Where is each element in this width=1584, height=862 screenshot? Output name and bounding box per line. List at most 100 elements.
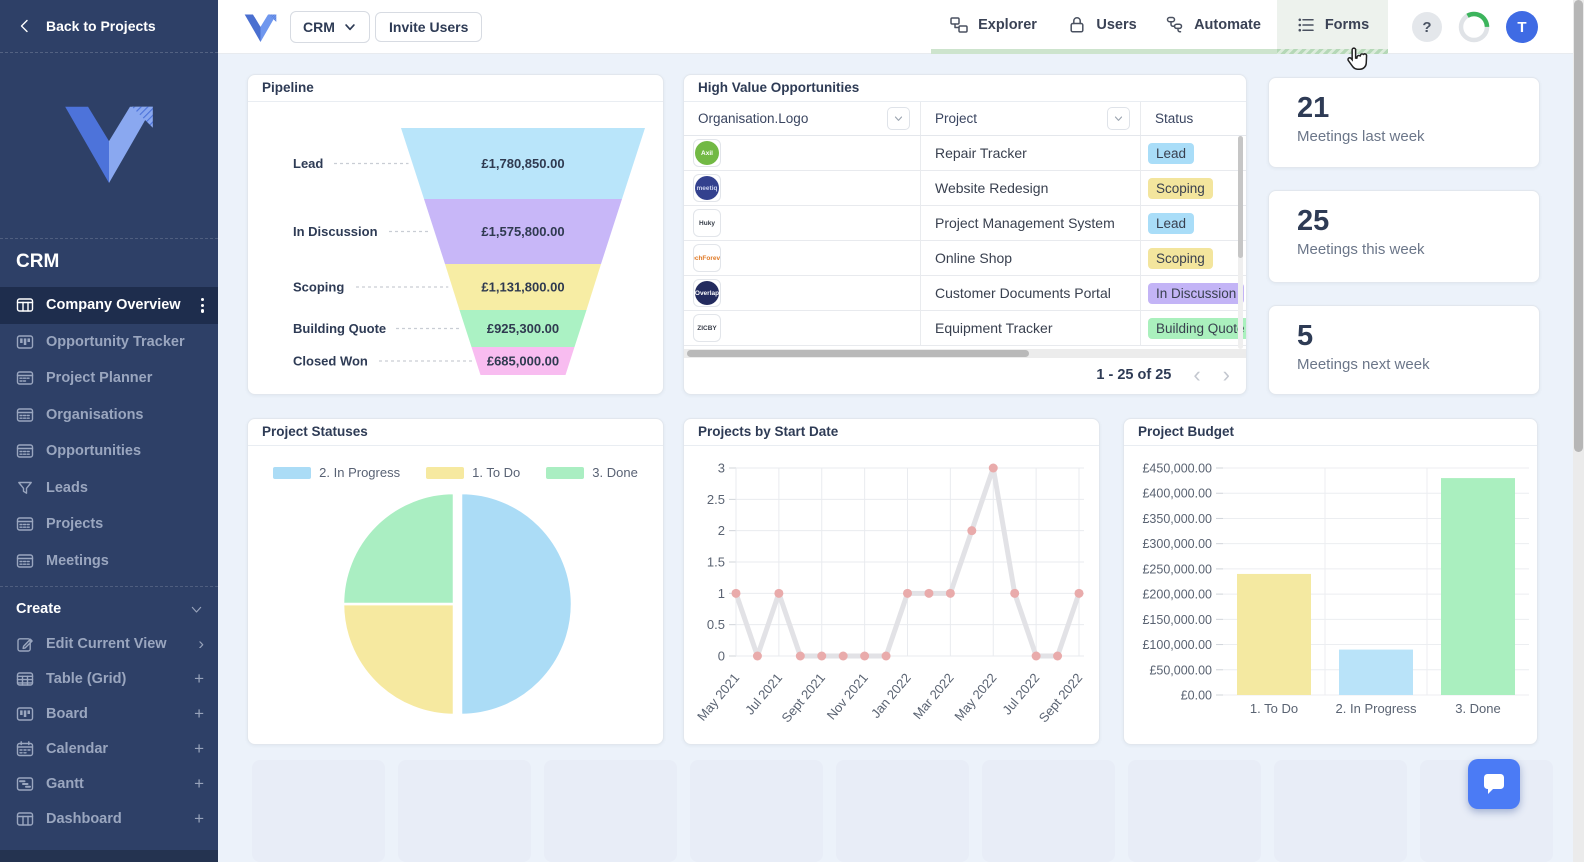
sidebar-item-opportunities[interactable]: Opportunities <box>0 433 218 470</box>
table-row[interactable]: Axil Repair Tracker Lead <box>684 136 1246 171</box>
line-x-tick-label: Nov 2021 <box>824 670 871 722</box>
sidebar-menu: Company Overview Opportunity Tracker Pro… <box>0 287 218 579</box>
pipeline-card: Pipeline Lead £1,780,850.00 In Discussion £… <box>247 74 664 395</box>
sidebar-footer <box>0 850 218 862</box>
table-icon <box>16 408 34 422</box>
pie-slice <box>459 491 574 717</box>
table-row[interactable]: Overlap Customer Documents Portal In Dis… <box>684 276 1246 311</box>
table-row[interactable]: ZICBY Equipment Tracker Building Quote <box>684 311 1246 346</box>
bar-y-tick-label: £150,000.00 <box>1142 613 1212 627</box>
line-data-point <box>860 651 870 661</box>
plus-icon[interactable]: + <box>194 808 204 828</box>
funnel-value-label: £1,780,850.00 <box>481 156 564 171</box>
back-to-projects-button[interactable]: Back to Projects <box>0 0 218 53</box>
org-logo-text: meetiq <box>695 176 719 200</box>
table-row[interactable]: Huky Project Management System Lead <box>684 206 1246 241</box>
stat-value: 25 <box>1297 205 1330 237</box>
page-scrollbar[interactable] <box>1573 0 1584 862</box>
back-label: Back to Projects <box>46 18 156 34</box>
org-logo: TechForever <box>693 244 721 272</box>
plus-icon[interactable]: + <box>194 738 204 758</box>
tab-forms[interactable]: Forms <box>1277 0 1388 49</box>
funnel-segment <box>424 199 622 264</box>
funnel-category-label: Lead <box>293 156 323 171</box>
column-dropdown-button[interactable] <box>887 107 910 130</box>
sidebar-item-label: Meetings <box>46 552 109 569</box>
loading-spinner-icon <box>1458 11 1490 43</box>
bar-x-tick-label: 1. To Do <box>1250 701 1298 716</box>
line-y-tick-label: 1 <box>718 586 725 601</box>
line-data-point <box>945 588 955 598</box>
table-header: Organisation.Logo Project Status <box>684 102 1246 136</box>
create-item-table-grid[interactable]: Table (Grid) + <box>0 661 218 696</box>
dashboard-icon <box>16 298 34 312</box>
invite-users-button[interactable]: Invite Users <box>375 12 483 42</box>
status-badge: Scoping <box>1148 177 1213 199</box>
table-row[interactable]: meetiq Website Redesign Scoping <box>684 171 1246 206</box>
line-data-point <box>1010 588 1020 598</box>
sidebar-item-project-planner[interactable]: Project Planner <box>0 360 218 397</box>
sidebar-item-meetings[interactable]: Meetings <box>0 543 218 580</box>
create-item-calendar[interactable]: Calendar + <box>0 731 218 766</box>
pagination-prev-button[interactable]: ‹ <box>1193 362 1201 387</box>
create-item-gantt[interactable]: Gantt + <box>0 766 218 801</box>
create-item-edit-current-view[interactable]: Edit Current View › <box>0 626 218 661</box>
workspace-dropdown[interactable]: CRM <box>290 11 370 43</box>
kebab-menu-icon[interactable] <box>200 297 204 313</box>
card-title: Projects by Start Date <box>684 419 1099 446</box>
stat-card-meetings-next-week: 5 Meetings next week <box>1268 305 1540 395</box>
table-row[interactable]: TechForever Online Shop Scoping <box>684 241 1246 276</box>
column-dropdown-button[interactable] <box>1107 107 1130 130</box>
table-vertical-scrollbar[interactable] <box>1238 136 1243 349</box>
help-button[interactable]: ? <box>1412 12 1442 42</box>
divider <box>0 586 218 587</box>
sidebar-item-label: Project Planner <box>46 370 153 387</box>
create-menu: Edit Current View › Table (Grid) + Board… <box>0 626 218 836</box>
table-horizontal-scrollbar[interactable] <box>684 349 1246 358</box>
sidebar-item-projects[interactable]: Projects <box>0 506 218 543</box>
line-x-tick-label: Sept 2021 <box>778 670 828 725</box>
line-data-point <box>924 588 934 598</box>
line-x-tick-label: Sept 2022 <box>1036 670 1086 725</box>
sidebar-item-leads[interactable]: Leads <box>0 470 218 507</box>
create-item-label: Edit Current View <box>46 635 167 652</box>
user-avatar[interactable]: T <box>1506 11 1538 43</box>
plus-icon[interactable]: + <box>194 668 204 688</box>
chat-button[interactable] <box>1468 759 1520 809</box>
plus-icon[interactable]: + <box>194 703 204 723</box>
plus-icon[interactable]: + <box>194 773 204 793</box>
table-body: Axil Repair Tracker Lead meetiq Website … <box>684 136 1246 349</box>
org-logo-text: Huky <box>699 219 715 227</box>
create-item-board[interactable]: Board + <box>0 696 218 731</box>
divider <box>0 238 218 239</box>
create-section-header[interactable]: Create <box>0 592 218 626</box>
tab-explorer[interactable]: Explorer <box>931 0 1055 49</box>
dashboard-content: Pipeline Lead £1,780,850.00 In Discussion £… <box>218 54 1584 862</box>
forms-icon <box>1298 18 1314 31</box>
table-icon <box>16 517 34 531</box>
tab-automate[interactable]: Automate <box>1149 0 1277 49</box>
org-logo: meetiq <box>693 174 721 202</box>
bar-y-tick-label: £350,000.00 <box>1142 512 1212 526</box>
funnel-chart: Lead £1,780,850.00 In Discussion £1,575,800… <box>293 128 645 375</box>
card-title: Project Statuses <box>248 419 663 446</box>
create-item-dashboard[interactable]: Dashboard + <box>0 801 218 836</box>
pagination-next-button[interactable]: › <box>1222 362 1230 387</box>
brand-logo-small <box>244 14 277 42</box>
main-area: CRM Invite Users Explorer Users Automate <box>218 0 1584 862</box>
line-data-point <box>774 588 784 598</box>
tab-label: Forms <box>1324 16 1370 33</box>
topbar: CRM Invite Users Explorer Users Automate <box>218 0 1584 54</box>
legend-label: 1. To Do <box>472 465 521 480</box>
line-x-tick-label: May 2021 <box>694 670 742 723</box>
funnel-segment <box>471 347 575 375</box>
column-header-project: Project <box>935 111 978 126</box>
sidebar-item-opportunity-tracker[interactable]: Opportunity Tracker <box>0 324 218 361</box>
bar-y-tick-label: £50,000.00 <box>1149 663 1212 677</box>
tab-users[interactable]: Users <box>1055 0 1149 49</box>
line-data-point <box>838 651 848 661</box>
org-logo: Overlap <box>693 279 721 307</box>
sidebar-item-organisations[interactable]: Organisations <box>0 397 218 434</box>
project-name: Project Management System <box>935 215 1115 231</box>
sidebar-item-company-overview[interactable]: Company Overview <box>0 287 218 324</box>
